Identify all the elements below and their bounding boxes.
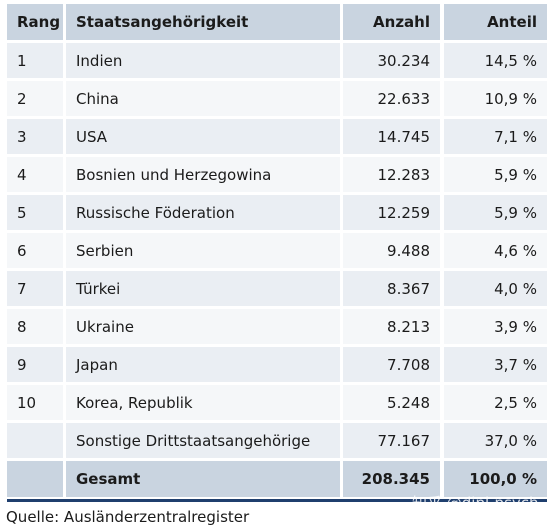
total-cell: 100,0 % — [444, 461, 547, 497]
table-cell: Türkei — [66, 271, 340, 306]
table-cell: 14.745 — [343, 119, 440, 154]
table-cell: 5.248 — [343, 385, 440, 420]
table-cell: 5,9 % — [444, 195, 547, 230]
table-cell: 10 — [7, 385, 63, 420]
table-cell: 8.213 — [343, 309, 440, 344]
table-cell: 14,5 % — [444, 43, 547, 78]
table-cell: Sonstige Drittstaatsangehörige — [66, 423, 340, 458]
table-cell: USA — [66, 119, 340, 154]
table-cell: 10,9 % — [444, 81, 547, 116]
header-cell: Staatsangehörigkeit — [66, 4, 340, 40]
table-cell: 9 — [7, 347, 63, 382]
source: Quelle: Ausländerzentralregister — [6, 508, 250, 526]
watermark: 知乎 @dipl-psych — [412, 494, 539, 512]
table-cell: 6 — [7, 233, 63, 268]
table-cell: 1 — [7, 43, 63, 78]
header-cell: Anteil — [444, 4, 547, 40]
table-cell: 7,1 % — [444, 119, 547, 154]
total-cell: Gesamt — [66, 461, 340, 497]
table-cell: 37,0 % — [444, 423, 547, 458]
table-cell: 4 — [7, 157, 63, 192]
table-cell: 4,0 % — [444, 271, 547, 306]
table-cell: 77.167 — [343, 423, 440, 458]
table-cell: 8.367 — [343, 271, 440, 306]
table-cell: Ukraine — [66, 309, 340, 344]
table-cell: Russische Föderation — [66, 195, 340, 230]
table-cell: Indien — [66, 43, 340, 78]
table-cell: 4,6 % — [444, 233, 547, 268]
table-cell: 5 — [7, 195, 63, 230]
bottom-rule — [7, 499, 547, 502]
table-cell: 2,5 % — [444, 385, 547, 420]
table-cell: 9.488 — [343, 233, 440, 268]
table-cell: Serbien — [66, 233, 340, 268]
table-cell — [7, 423, 63, 458]
table-cell: 3,7 % — [444, 347, 547, 382]
table-cell: 3 — [7, 119, 63, 154]
table-cell: 30.234 — [343, 43, 440, 78]
table-cell: 3,9 % — [444, 309, 547, 344]
table-cell: 8 — [7, 309, 63, 344]
table-cell: 12.283 — [343, 157, 440, 192]
table-cell: 7.708 — [343, 347, 440, 382]
table-cell: China — [66, 81, 340, 116]
total-cell — [7, 461, 63, 497]
table-cell: 7 — [7, 271, 63, 306]
table-cell: 5,9 % — [444, 157, 547, 192]
total-cell: 208.345 — [343, 461, 440, 497]
table-cell: Korea, Republik — [66, 385, 340, 420]
table-cell: 12.259 — [343, 195, 440, 230]
table-cell: Japan — [66, 347, 340, 382]
table-cell: Bosnien und Herzegowina — [66, 157, 340, 192]
table-cell: 22.633 — [343, 81, 440, 116]
header-cell: Anzahl — [343, 4, 440, 40]
header-cell: Rang — [7, 4, 63, 40]
table-cell: 2 — [7, 81, 63, 116]
